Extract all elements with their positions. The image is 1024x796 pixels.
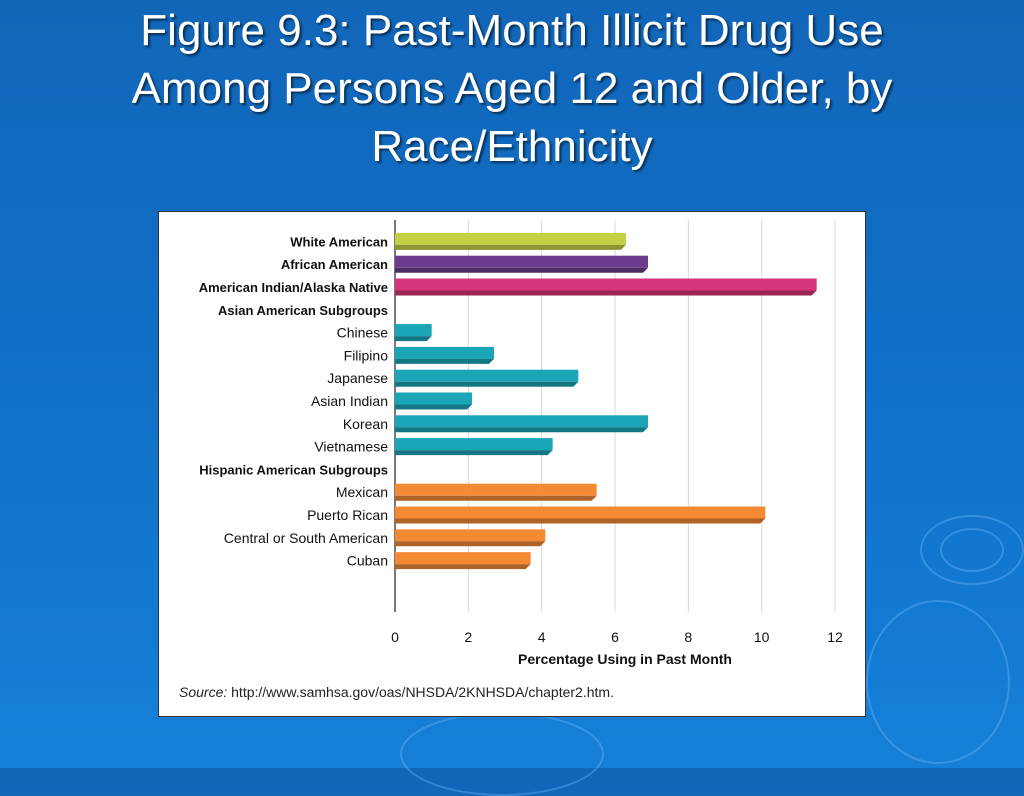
title-line: Among Persons Aged 12 and Older, by <box>131 64 893 113</box>
bar-shadow <box>395 541 546 547</box>
ripple-decoration <box>400 712 604 796</box>
bar <box>395 438 553 451</box>
bar <box>395 255 648 268</box>
x-tick-label: 0 <box>391 629 399 645</box>
title-line: Figure 9.3: Past-Month Illicit Drug Use <box>140 6 884 55</box>
x-axis-label: Percentage Using in Past Month <box>518 651 732 667</box>
ripple-decoration <box>920 515 1024 585</box>
bar <box>395 232 626 245</box>
source-label: Source: <box>179 684 228 700</box>
bar-shadow <box>395 381 579 387</box>
bar-shadow <box>395 427 648 433</box>
bar-shadow <box>395 495 597 501</box>
bar-shadow <box>395 518 766 524</box>
x-tick-label: 4 <box>538 629 546 645</box>
chart-panel: White American African American American I… <box>158 211 866 717</box>
bar <box>395 415 648 428</box>
bar-shadow <box>395 244 626 250</box>
bar-shadow <box>395 450 553 456</box>
bar-shadow <box>395 404 472 410</box>
x-tick-label: 2 <box>464 629 472 645</box>
category-label: Japanese <box>327 370 388 386</box>
bar-shadow <box>395 290 817 296</box>
bar-shadow <box>395 336 432 342</box>
category-label: White American <box>290 234 388 249</box>
x-tick-label: 8 <box>684 629 692 645</box>
bar <box>395 392 472 405</box>
title-line: Race/Ethnicity <box>371 122 653 171</box>
category-label: Filipino <box>344 347 389 363</box>
category-label: African American <box>281 257 388 272</box>
category-label: Chinese <box>337 325 389 341</box>
category-label: American Indian/Alaska Native <box>199 280 388 295</box>
ripple-decoration <box>866 600 1010 764</box>
bar <box>395 529 546 542</box>
bar <box>395 324 432 337</box>
x-tick-label: 6 <box>611 629 619 645</box>
bar <box>395 552 531 565</box>
category-label: Puerto Rican <box>307 507 388 523</box>
bar-shadow <box>395 564 531 570</box>
slide-title: Figure 9.3: Past-Month Illicit Drug Use … <box>0 2 1024 176</box>
x-tick-label: 12 <box>827 629 843 645</box>
category-label: Vietnamese <box>314 439 388 455</box>
bar <box>395 278 817 291</box>
category-label: Asian American Subgroups <box>218 303 388 318</box>
category-label: Hispanic American Subgroups <box>199 462 388 477</box>
source-url: http://www.samhsa.gov/oas/NHSDA/2KNHSDA/… <box>231 684 614 700</box>
bar <box>395 506 766 519</box>
category-label: Mexican <box>336 484 388 500</box>
bar <box>395 346 494 359</box>
source-note: Source: http://www.samhsa.gov/oas/NHSDA/… <box>179 684 614 700</box>
bar-chart: White American African American American I… <box>199 220 843 667</box>
bar-shadow <box>395 358 494 364</box>
category-label: Korean <box>343 416 388 432</box>
x-tick-label: 10 <box>754 629 770 645</box>
bar-shadow <box>395 267 648 273</box>
category-label: Asian Indian <box>311 393 388 409</box>
category-label: Central or South American <box>224 530 388 546</box>
bar <box>395 483 597 496</box>
bar <box>395 369 579 382</box>
category-label: Cuban <box>347 553 388 569</box>
